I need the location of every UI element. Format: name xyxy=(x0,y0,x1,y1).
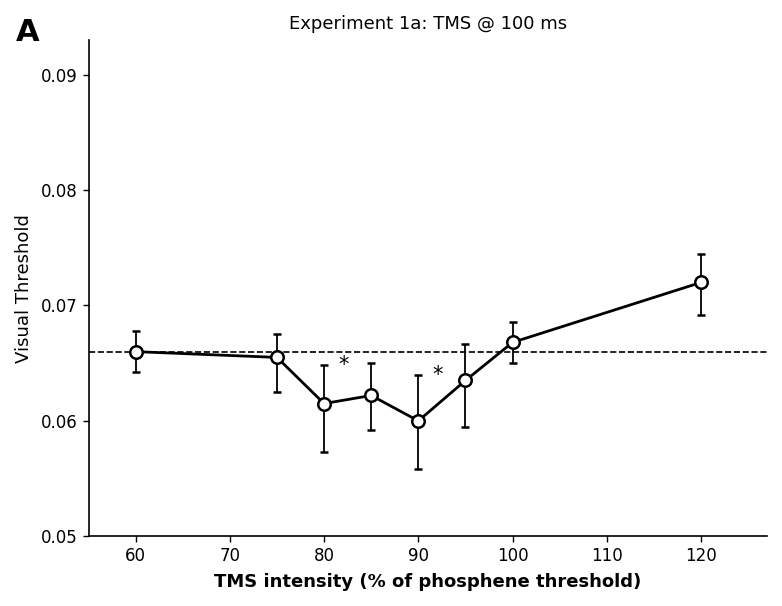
Y-axis label: Visual Threshold: Visual Threshold xyxy=(15,214,33,362)
X-axis label: TMS intensity (% of phosphene threshold): TMS intensity (% of phosphene threshold) xyxy=(214,573,641,591)
Title: Experiment 1a: TMS @ 100 ms: Experiment 1a: TMS @ 100 ms xyxy=(289,15,567,33)
Text: *: * xyxy=(339,356,349,376)
Text: A: A xyxy=(16,18,39,47)
Text: *: * xyxy=(432,365,443,385)
